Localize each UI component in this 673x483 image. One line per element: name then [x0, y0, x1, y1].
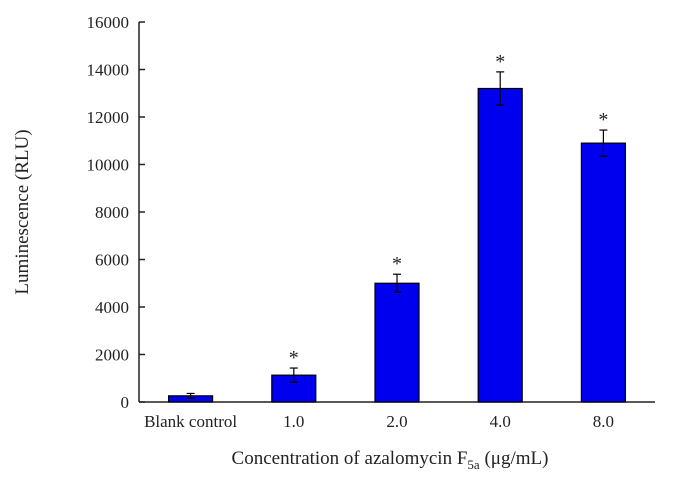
x-axis-title: Concentration of azalomycin F5a (μg/mL) [232, 448, 549, 472]
x-axis: Blank control 1.0 2.0 4.0 8.0 [139, 401, 655, 431]
y-tick-label: 10000 [87, 156, 130, 175]
y-tick-label: 12000 [87, 108, 130, 127]
y-tick-label: 6000 [95, 251, 129, 270]
bar [374, 282, 420, 403]
x-tick-label: 1.0 [283, 412, 304, 431]
significance-marker: * [598, 109, 608, 131]
y-axis-title: Luminescence (RLU) [12, 129, 33, 294]
significance-marker: * [495, 51, 505, 73]
y-tick-label: 0 [121, 393, 130, 412]
y-tick-label: 2000 [95, 346, 129, 365]
y-tick-label: 4000 [95, 298, 129, 317]
y-axis: 0 2000 4000 6000 8000 10000 12000 14000 16000 [87, 13, 145, 412]
x-tick-label: Blank control [144, 412, 237, 431]
significance-marker: * [392, 253, 402, 275]
x-tick-label: 2.0 [386, 412, 407, 431]
y-tick-label: 14000 [87, 61, 130, 80]
y-tick-label: 8000 [95, 203, 129, 222]
bar [477, 87, 523, 403]
x-tick-label: 8.0 [593, 412, 614, 431]
x-tick-label: 4.0 [490, 412, 511, 431]
significance-marker: * [289, 347, 299, 369]
bar [580, 142, 627, 403]
y-tick-label: 16000 [87, 13, 130, 32]
bar-series: * * * * [168, 51, 627, 403]
